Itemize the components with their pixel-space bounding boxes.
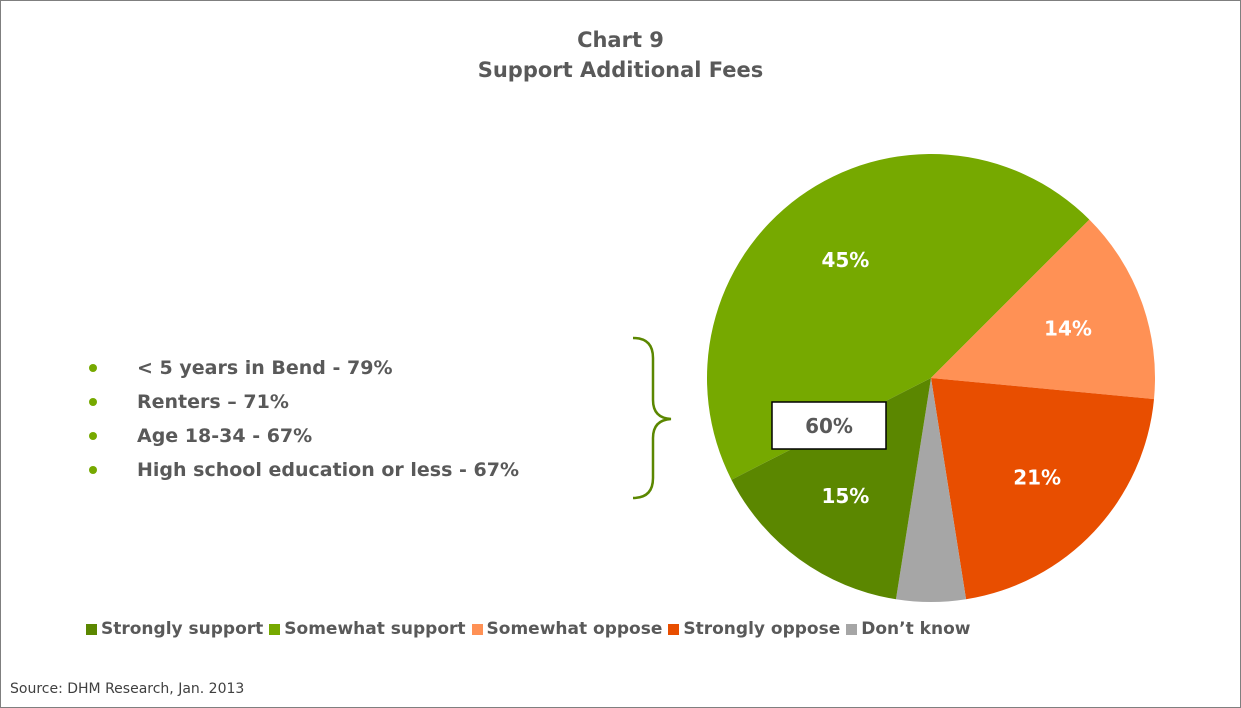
callout-item: Age 18-34 - 67%	[89, 419, 519, 453]
pie-labels: 45% 14% 21% 15%	[821, 248, 1091, 508]
pie-data-label: 45%	[821, 248, 869, 272]
callout-item-text: < 5 years in Bend - 79%	[137, 357, 393, 379]
bullet-icon	[89, 466, 97, 474]
legend-swatch	[471, 623, 483, 635]
legend-label: Strongly oppose	[683, 619, 841, 639]
chart-title-line1: Chart 9	[577, 28, 664, 52]
legend-entry: Don’t know	[846, 619, 970, 639]
total-support-box	[771, 401, 887, 450]
chart-title: Chart 9 Support Additional Fees	[1, 25, 1240, 85]
bullet-icon	[89, 364, 97, 372]
legend-entry: Strongly support	[86, 619, 263, 639]
legend-label: Don’t know	[861, 619, 971, 639]
total-support-label: 60%	[805, 414, 853, 438]
callout-item: Renters – 71%	[89, 385, 519, 419]
pie-slices	[707, 153, 1155, 602]
curly-bracket	[632, 336, 672, 500]
legend-label: Somewhat support	[284, 619, 466, 639]
legend-entry: Strongly oppose	[668, 619, 840, 639]
legend-label: Somewhat oppose	[486, 619, 663, 639]
bullet-icon	[89, 398, 97, 406]
source-note: Source: DHM Research, Jan. 2013	[10, 681, 245, 697]
legend-label: Strongly support	[101, 619, 264, 639]
pie-slice-somewhat-support	[707, 153, 1090, 480]
chart-legend: Strongly support Somewhat support Somewh…	[86, 619, 976, 639]
pie-data-label: 21%	[1013, 466, 1061, 490]
callout-item-text: Renters – 71%	[137, 391, 289, 413]
callout-item-text: Age 18-34 - 67%	[137, 425, 313, 447]
legend-entry: Somewhat support	[269, 619, 466, 639]
legend-entry: Somewhat oppose	[471, 619, 663, 639]
callout-item-text: High school education or less - 67%	[137, 459, 520, 481]
chart-title-line2: Support Additional Fees	[477, 58, 764, 82]
pie-slice-somewhat-oppose	[931, 219, 1155, 400]
pie-slice-don-t-know	[895, 378, 967, 602]
callout-item: < 5 years in Bend - 79%	[89, 351, 519, 385]
legend-swatch	[846, 623, 858, 635]
pie-data-label: 15%	[821, 484, 869, 508]
callout-item: High school education or less - 67%	[89, 453, 519, 487]
legend-swatch	[269, 623, 281, 635]
pie-data-label: 14%	[1044, 317, 1092, 341]
callout-list: < 5 years in Bend - 79% Renters – 71% Ag…	[89, 351, 519, 487]
bullet-icon	[89, 432, 97, 440]
pie-slice-strongly-oppose	[931, 378, 1155, 600]
legend-swatch	[86, 623, 97, 635]
legend-swatch	[668, 623, 680, 635]
